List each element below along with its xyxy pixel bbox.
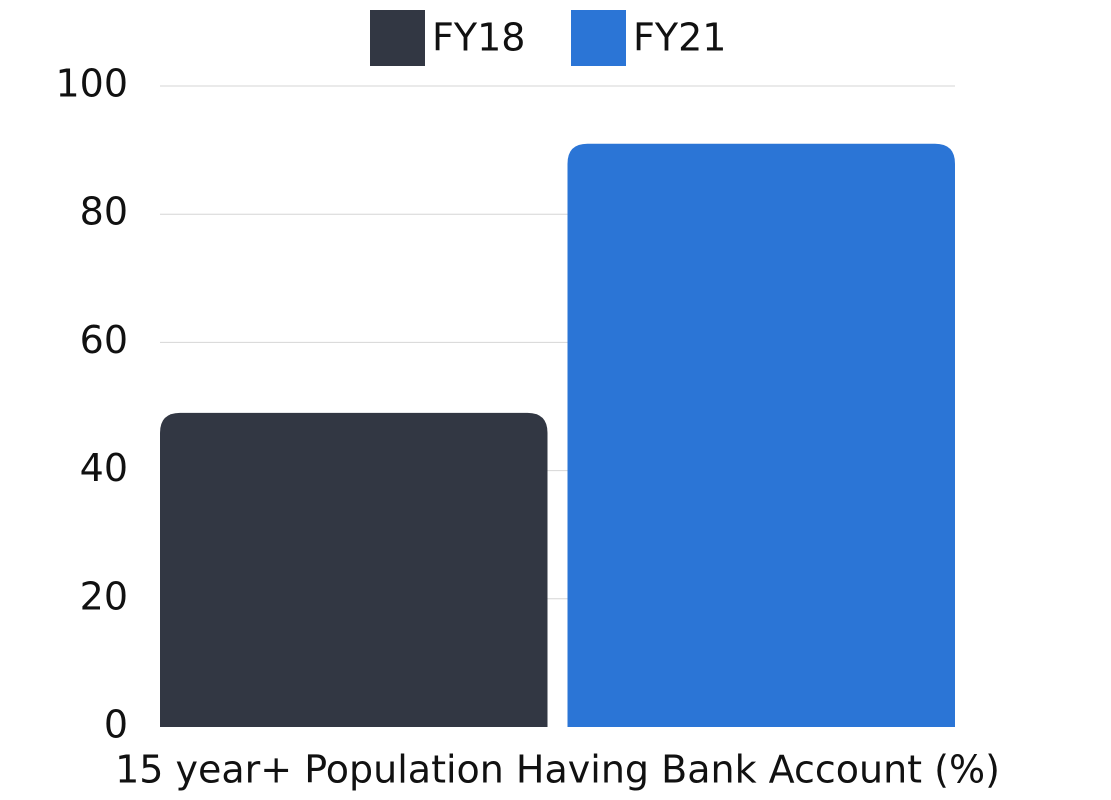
legend-label: FY21	[633, 16, 726, 60]
y-tick-label: 80	[80, 190, 128, 234]
y-tick-label: 40	[80, 446, 128, 490]
bar	[160, 412, 548, 727]
bar	[567, 143, 955, 727]
y-tick-label: 60	[80, 318, 128, 362]
y-tick-label: 20	[80, 574, 128, 618]
y-tick-label: 0	[104, 703, 128, 747]
legend-label: FY18	[432, 16, 525, 60]
legend-swatch	[571, 10, 626, 66]
x-tick-label: 15 year+ Population Having Bank Account …	[115, 748, 1000, 792]
legend-swatch	[370, 10, 425, 66]
y-tick-label: 100	[55, 62, 128, 106]
